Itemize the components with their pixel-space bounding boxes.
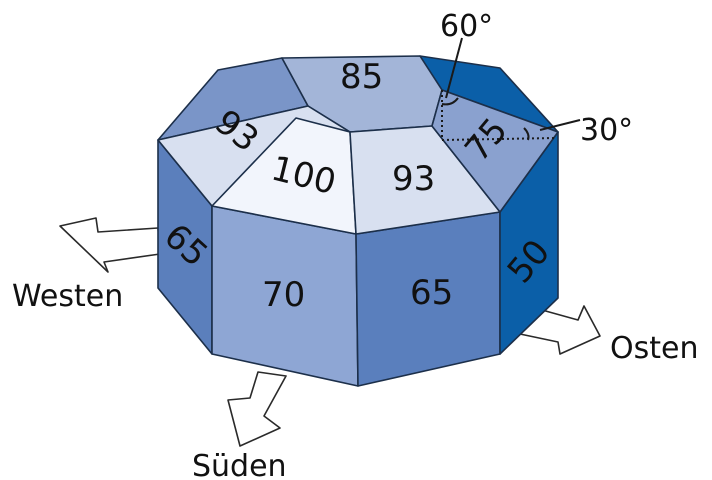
label-top-front-right: 93: [392, 159, 435, 199]
label-side-front-left: 70: [262, 275, 305, 315]
label-east: Osten: [610, 331, 698, 366]
east-arrow: [519, 305, 601, 355]
angle-label-30: 30°: [580, 113, 633, 148]
label-top-back: 85: [340, 57, 383, 97]
label-south: Süden: [192, 449, 287, 480]
angle-label-60: 60°: [440, 9, 493, 44]
west-arrow: [59, 217, 161, 273]
angle-60-pointer-line: [445, 37, 463, 99]
top-face-right: [431, 89, 559, 213]
angle-60-arc: [441, 97, 459, 106]
angle-30-pointer-line: [539, 119, 581, 131]
label-side-front-right: 65: [410, 273, 453, 313]
label-west: Westen: [12, 279, 123, 314]
angle-30-arc: [523, 127, 530, 141]
south-arrow: [227, 371, 287, 447]
angle-horizontal-dashed-line: [441, 137, 557, 141]
